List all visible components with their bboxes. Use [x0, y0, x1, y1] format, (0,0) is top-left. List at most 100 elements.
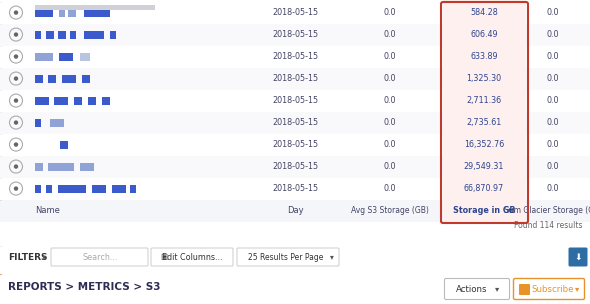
Text: ▾: ▾: [575, 285, 580, 293]
Text: 0.0: 0.0: [384, 52, 396, 61]
Bar: [58, 185, 86, 192]
Bar: [35, 185, 41, 192]
Bar: [0, 2, 590, 24]
Text: 584.28: 584.28: [470, 8, 498, 17]
Text: 66,870.97: 66,870.97: [464, 184, 504, 193]
Text: 0.0: 0.0: [547, 30, 559, 39]
Bar: [35, 163, 43, 171]
Circle shape: [14, 120, 18, 125]
Bar: [59, 9, 65, 16]
Text: 2018-05-15: 2018-05-15: [272, 184, 318, 193]
Bar: [102, 97, 110, 105]
Circle shape: [14, 142, 18, 147]
Text: 0.0: 0.0: [384, 118, 396, 127]
Text: 2018-05-15: 2018-05-15: [272, 140, 318, 149]
Bar: [48, 74, 56, 83]
Bar: [35, 53, 53, 60]
Bar: [54, 97, 68, 105]
Text: 2018-05-15: 2018-05-15: [272, 30, 318, 39]
Bar: [0, 134, 590, 156]
Text: ▾: ▾: [506, 206, 512, 215]
Bar: [35, 119, 41, 126]
Bar: [0, 68, 590, 90]
Bar: [92, 185, 106, 192]
Text: 16,352.76: 16,352.76: [464, 140, 504, 149]
Bar: [46, 31, 54, 39]
Bar: [35, 31, 41, 39]
Text: 29,549.31: 29,549.31: [464, 162, 504, 171]
Text: Subscribe: Subscribe: [531, 285, 573, 293]
Text: Search...: Search...: [83, 253, 117, 261]
Text: 0.0: 0.0: [384, 8, 396, 17]
Circle shape: [14, 32, 18, 37]
Bar: [0, 156, 590, 178]
Circle shape: [14, 164, 18, 169]
Bar: [443, 200, 526, 222]
Text: 0.0: 0.0: [547, 8, 559, 17]
Text: 2018-05-15: 2018-05-15: [272, 8, 318, 17]
Text: Storage in GB: Storage in GB: [453, 206, 515, 215]
Bar: [59, 53, 73, 60]
Bar: [443, 24, 526, 46]
Circle shape: [14, 54, 18, 59]
Bar: [62, 74, 76, 83]
Text: ⬇: ⬇: [574, 253, 582, 261]
Bar: [46, 185, 52, 192]
Text: 0.0: 0.0: [547, 140, 559, 149]
Text: 2018-05-15: 2018-05-15: [272, 96, 318, 105]
Bar: [35, 97, 49, 105]
Bar: [130, 185, 136, 192]
Bar: [70, 31, 76, 39]
Bar: [58, 31, 66, 39]
Text: 2018-05-15: 2018-05-15: [272, 118, 318, 127]
Circle shape: [14, 76, 18, 81]
Bar: [80, 53, 90, 60]
Bar: [82, 74, 90, 83]
Bar: [0, 46, 590, 68]
Text: Found 114 results: Found 114 results: [513, 222, 582, 230]
Text: 0.0: 0.0: [547, 96, 559, 105]
Bar: [74, 97, 82, 105]
Circle shape: [14, 186, 18, 191]
Bar: [443, 90, 526, 112]
Text: Name: Name: [35, 206, 60, 215]
Bar: [443, 178, 526, 200]
Text: 2,735.61: 2,735.61: [466, 118, 502, 127]
Bar: [68, 9, 76, 16]
Text: Actions: Actions: [456, 285, 488, 293]
Text: 2018-05-15: 2018-05-15: [272, 162, 318, 171]
Text: 0.0: 0.0: [547, 162, 559, 171]
Text: 2018-05-15: 2018-05-15: [272, 74, 318, 83]
Bar: [112, 185, 126, 192]
Text: 606.49: 606.49: [470, 30, 498, 39]
Bar: [0, 274, 590, 304]
Bar: [443, 112, 526, 134]
Text: ▾: ▾: [494, 285, 499, 293]
Text: 0.0: 0.0: [384, 184, 396, 193]
Bar: [0, 24, 590, 46]
Bar: [88, 97, 96, 105]
FancyBboxPatch shape: [569, 247, 588, 267]
Text: 0.0: 0.0: [384, 140, 396, 149]
FancyBboxPatch shape: [513, 278, 585, 299]
Text: 0.0: 0.0: [384, 162, 396, 171]
FancyBboxPatch shape: [237, 248, 339, 266]
Text: Day: Day: [287, 206, 303, 215]
Bar: [50, 119, 64, 126]
Text: 2,711.36: 2,711.36: [467, 96, 501, 105]
Bar: [48, 163, 74, 171]
Bar: [443, 134, 526, 156]
Circle shape: [14, 10, 18, 15]
Bar: [0, 200, 590, 222]
Bar: [35, 9, 53, 16]
Text: 0.0: 0.0: [547, 118, 559, 127]
Bar: [0, 90, 590, 112]
Text: 0.0: 0.0: [384, 74, 396, 83]
Bar: [443, 68, 526, 90]
Bar: [35, 5, 155, 10]
FancyBboxPatch shape: [519, 284, 530, 295]
Text: 0.0: 0.0: [547, 52, 559, 61]
FancyBboxPatch shape: [444, 278, 510, 299]
Text: ▾: ▾: [42, 253, 46, 261]
Circle shape: [14, 98, 18, 103]
